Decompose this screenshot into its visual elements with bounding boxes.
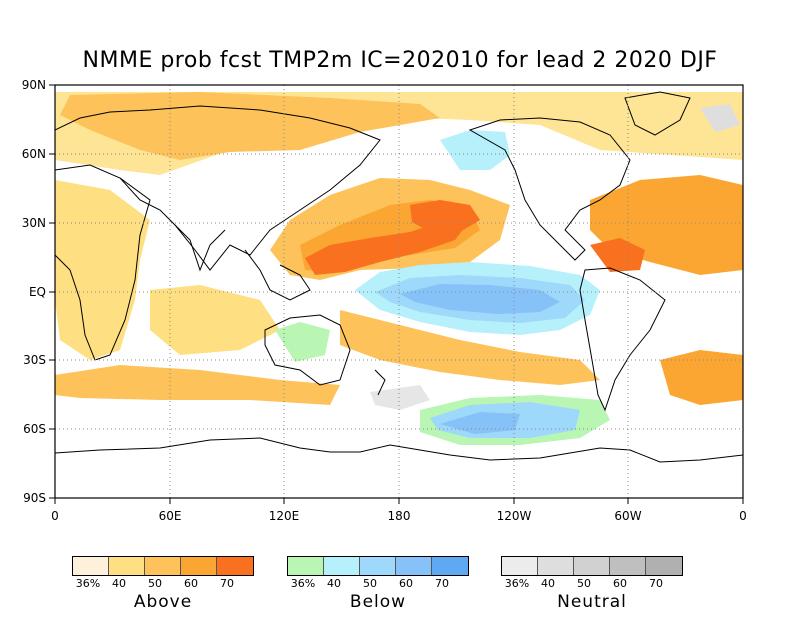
legend-swatch [396, 557, 432, 575]
above-region-south-atlantic [660, 350, 743, 405]
legend-tick: 70 [435, 577, 449, 590]
coast-greenland [624, 91, 691, 136]
coast-india [174, 224, 226, 272]
legend-swatch [574, 557, 610, 575]
legend-tick: 50 [577, 577, 591, 590]
legend-tick: 50 [363, 577, 377, 590]
legend-category-label: Above [133, 592, 193, 612]
lon-label: 60E [159, 509, 182, 523]
lon-label: 60W [614, 509, 641, 523]
legend-swatch [360, 557, 396, 575]
legend-swatch [145, 557, 181, 575]
legend-tick: 36% [75, 577, 101, 590]
lat-label: 90S [23, 491, 46, 505]
legend-swatch [324, 557, 360, 575]
legend-tick: 70 [220, 577, 234, 590]
lon-label: 120W [497, 509, 532, 523]
lat-label: 90N [22, 78, 46, 92]
legend-tick: 40 [541, 577, 555, 590]
coast-southeast-asia [244, 249, 311, 301]
legend-tick: 60 [184, 577, 198, 590]
coast-north-america [468, 117, 631, 261]
legend-above-colorbar [72, 556, 254, 576]
legend-category-label: Below [349, 592, 407, 612]
above-region-eurasia [60, 92, 440, 160]
above-region-south-indian [55, 365, 340, 405]
lon-label: 0 [739, 509, 747, 523]
lat-label: 60S [23, 422, 46, 436]
legend-below-colorbar [287, 556, 469, 576]
lat-label: 60N [22, 147, 46, 161]
legend-swatch [538, 557, 574, 575]
legend-neutral-colorbar [501, 556, 683, 576]
legend-tick: 36% [504, 577, 530, 590]
axis-ticks [49, 84, 744, 504]
legend-swatch [217, 557, 253, 575]
coastlines [55, 91, 691, 412]
neutral-region-south-pacific [370, 385, 430, 410]
legend-swatch [502, 557, 538, 575]
lat-label: 30N [22, 216, 46, 230]
legend-swatch [646, 557, 682, 575]
legend-swatch [610, 557, 646, 575]
legend-tick: 36% [290, 577, 316, 590]
legend-swatch [73, 557, 109, 575]
coast-europe-asia [55, 105, 381, 271]
coast-australia [264, 314, 351, 386]
legend-below: 36% 40 50 60 70 Below [287, 556, 469, 612]
legend-tick: 40 [112, 577, 126, 590]
legend-swatch [181, 557, 217, 575]
above-region-caribbean [590, 238, 645, 272]
legend-neutral: 36% 40 50 60 70 Neutral [501, 556, 683, 612]
above-region-indian-ocean [150, 285, 280, 355]
legend-swatch [109, 557, 145, 575]
below-region-north-pacific [440, 130, 510, 170]
lon-label: 0 [51, 509, 59, 523]
legend-category-label: Neutral [557, 592, 627, 612]
legend-tick: 60 [399, 577, 413, 590]
grid-lines [55, 85, 743, 498]
probability-shading [55, 92, 743, 498]
antarctica-outline [55, 437, 743, 498]
lat-label: 30S [23, 353, 46, 367]
legend-swatch [432, 557, 468, 575]
lon-label: 180 [388, 509, 411, 523]
below-region-coral-sea [275, 322, 330, 362]
legend-tick: 70 [649, 577, 663, 590]
coast-new-zealand [374, 369, 386, 396]
latitude-labels: 90N 60N 30N EQ 30S 60S 90S [22, 78, 46, 505]
legend-above: 36% 40 50 60 70 Above [72, 556, 254, 612]
longitude-labels: 0 60E 120E 180 120W 60W 0 [51, 509, 747, 523]
coast-south-america [579, 267, 666, 412]
legend-tick: 50 [148, 577, 162, 590]
legend-tick: 40 [327, 577, 341, 590]
above-region-southern-band [340, 310, 600, 385]
above-region-east-pacific-core [410, 200, 480, 232]
legend-swatch [288, 557, 324, 575]
lat-label: EQ [29, 285, 46, 299]
chart-title: NMME prob fcst TMP2m IC=202010 for lead … [82, 48, 718, 73]
legend-tick: 60 [613, 577, 627, 590]
lon-label: 120E [269, 509, 300, 523]
neutral-region-arctic [700, 104, 740, 132]
